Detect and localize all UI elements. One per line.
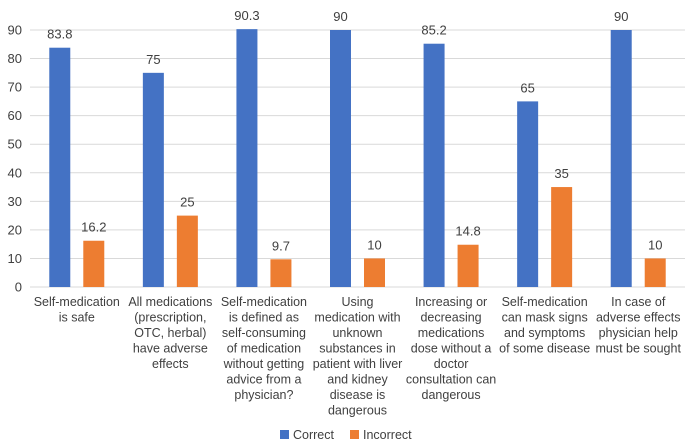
data-label-correct-7: 90 xyxy=(614,9,628,24)
data-label-incorrect-2: 25 xyxy=(180,195,194,210)
data-label-correct-4: 90 xyxy=(333,9,347,24)
category-label-3: Self-medication is defined as self-consumi… xyxy=(221,295,307,402)
category-label-1: Self-medication is safe xyxy=(34,295,120,325)
data-label-incorrect-7: 10 xyxy=(648,237,662,252)
y-tick-label: 0 xyxy=(15,280,22,295)
legend-swatch-correct xyxy=(280,430,289,439)
legend-swatch-incorrect xyxy=(350,430,359,439)
bar-incorrect-6 xyxy=(551,187,573,287)
data-label-correct-6: 65 xyxy=(520,80,534,95)
bar-incorrect-3 xyxy=(270,259,292,287)
bar-incorrect-2 xyxy=(176,215,198,287)
category-label-7: In case of adverse effects physician help m… xyxy=(595,295,681,356)
data-labels: 83.8 75 90.3 90 85.2 65 90 16.2 25 9.7 10 14.8 35 10 xyxy=(47,8,662,253)
bar-correct-2 xyxy=(142,72,164,287)
y-tick-label: 60 xyxy=(8,108,22,123)
data-label-correct-2: 75 xyxy=(146,52,160,67)
legend-label-correct: Correct xyxy=(293,428,335,441)
data-label-correct-1: 83.8 xyxy=(47,27,72,42)
category-label-6: Self-medication can mask signs and symptom… xyxy=(499,295,590,356)
category-label-5: Increasing or decreasing medications dose w… xyxy=(406,295,496,402)
bar-correct-4 xyxy=(330,30,351,287)
y-tick-label: 50 xyxy=(8,137,22,152)
y-axis-ticks: 0 10 20 30 40 50 60 70 80 90 xyxy=(8,23,22,295)
bars xyxy=(49,29,666,288)
y-tick-label: 70 xyxy=(8,80,22,95)
data-label-incorrect-6: 35 xyxy=(554,166,568,181)
y-tick-label: 10 xyxy=(8,251,22,266)
bar-incorrect-5 xyxy=(457,244,479,287)
bar-correct-7 xyxy=(610,30,632,287)
bar-correct-3 xyxy=(236,29,258,287)
bar-correct-5 xyxy=(423,43,445,287)
category-labels: Self-medication is safe All medications (pr… xyxy=(34,295,682,418)
bar-incorrect-1 xyxy=(83,240,105,287)
data-label-correct-5: 85.2 xyxy=(421,23,446,38)
bar-incorrect-7 xyxy=(644,258,666,287)
gridlines xyxy=(30,29,685,288)
y-tick-label: 40 xyxy=(8,165,22,180)
data-label-incorrect-4: 10 xyxy=(367,237,381,252)
y-tick-label: 90 xyxy=(8,23,22,38)
data-label-incorrect-1: 16.2 xyxy=(81,220,106,235)
legend: Correct Incorrect xyxy=(280,428,412,441)
data-label-incorrect-3: 9.7 xyxy=(272,238,290,253)
y-tick-label: 80 xyxy=(8,51,22,66)
bar-correct-6 xyxy=(517,101,539,287)
data-label-correct-3: 90.3 xyxy=(234,8,259,23)
category-label-2: All medications (prescription, OTC, herbal… xyxy=(128,295,212,371)
bar-correct-1 xyxy=(49,47,71,288)
legend-label-incorrect: Incorrect xyxy=(363,428,412,441)
y-tick-label: 20 xyxy=(8,222,22,237)
data-label-incorrect-5: 14.8 xyxy=(455,224,480,239)
category-label-4: Using medication with unknown substances in… xyxy=(313,295,403,418)
bar-incorrect-4 xyxy=(364,258,385,287)
y-tick-label: 30 xyxy=(8,194,22,209)
